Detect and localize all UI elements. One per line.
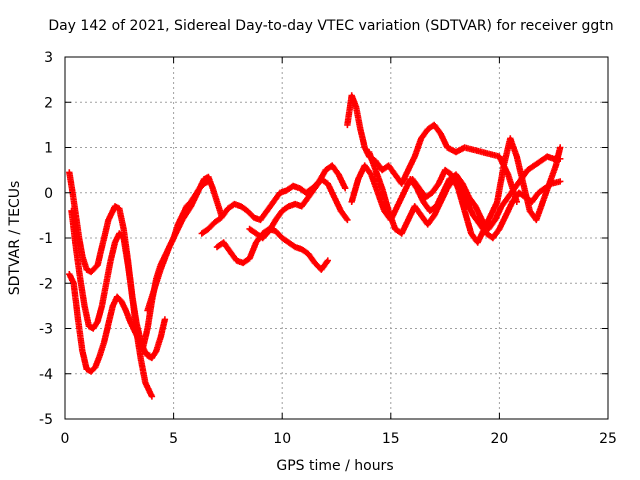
y-tick-label: -3 — [39, 322, 53, 338]
data-series — [66, 92, 564, 400]
x-tick-label: 25 — [599, 431, 617, 447]
y-tick-label: -5 — [39, 412, 53, 428]
x-tick-label: 10 — [273, 431, 291, 447]
y-tick-labels: -5 -4 -3 -2 -1 0 1 2 3 — [39, 50, 53, 428]
chart-title: Day 142 of 2021, Sidereal Day-to-day VTE… — [48, 18, 613, 34]
satellite-track-9-markers — [344, 92, 520, 205]
x-tick-labels: 0 5 10 15 20 25 — [61, 431, 617, 447]
y-tick-label: -1 — [39, 231, 53, 247]
satellite-track-9 — [344, 92, 520, 205]
y-tick-label: -4 — [39, 367, 53, 383]
grid-lines — [65, 57, 608, 419]
satellite-track-8 — [246, 176, 351, 242]
satellite-track-7 — [213, 225, 331, 273]
satellite-track-12-markers — [409, 135, 564, 246]
satellite-track-4 — [140, 173, 225, 350]
satellite-track-12 — [409, 135, 564, 246]
y-tick-label: 0 — [44, 186, 53, 202]
x-tick-label: 0 — [61, 431, 70, 447]
axis-ticks — [64, 56, 609, 420]
satellite-track-3 — [68, 207, 153, 359]
y-axis-label: SDTVAR / TECUs — [7, 181, 23, 296]
satellite-track-8-markers — [246, 176, 351, 242]
satellite-track-3-markers — [68, 207, 153, 359]
satellite-track-4-markers — [140, 173, 225, 350]
satellite-track-5 — [144, 178, 212, 314]
y-tick-label: 3 — [44, 50, 53, 66]
x-tick-label: 5 — [169, 431, 178, 447]
y-tick-label: 1 — [44, 141, 53, 157]
x-axis-label: GPS time / hours — [276, 458, 393, 474]
satellite-track-7-markers — [213, 225, 331, 273]
x-tick-label: 20 — [490, 431, 508, 447]
satellite-track-5-markers — [144, 178, 212, 314]
x-tick-label: 15 — [382, 431, 400, 447]
y-tick-label: 2 — [44, 95, 53, 111]
y-tick-label: -2 — [39, 276, 53, 292]
